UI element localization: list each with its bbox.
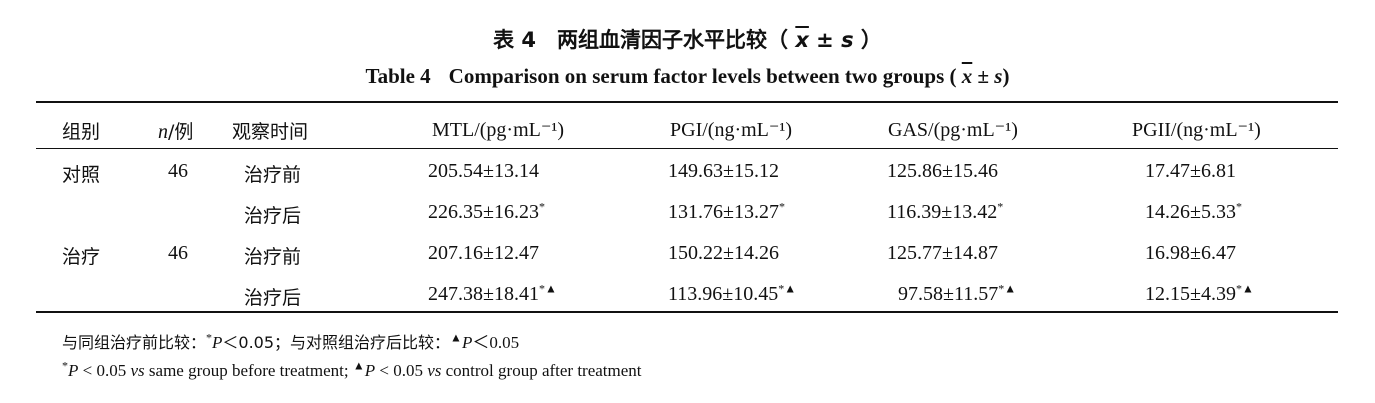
title-en-number: Table 4 <box>365 64 431 88</box>
footnote-en: *P < 0.05 vs same group before treatment… <box>62 358 642 381</box>
row1-pgii-value: 17.47±6.81 <box>1145 160 1236 182</box>
footnote-en-d: control group after treatment <box>441 361 642 380</box>
row1-group: 对照 <box>62 164 101 186</box>
row4-pgii-mark: *▲ <box>1235 281 1254 296</box>
row3-mtl-value: 207.16±12.47 <box>428 242 539 264</box>
footnote-en-p1: P <box>68 361 79 380</box>
row4-mtl-value: 247.38±18.41 <box>428 283 539 305</box>
row3-pgii-value: 16.98±6.47 <box>1145 242 1236 264</box>
row4-pgi: 113.96±10.45*▲ <box>668 281 797 306</box>
row3-mtl: 207.16±12.47 <box>428 242 539 265</box>
row2-pgi-mark: * <box>778 199 785 214</box>
row2-time: 治疗后 <box>244 205 302 227</box>
row3-n: 46 <box>168 242 188 264</box>
table-title-cn: 表 4 两组血清因子水平比较（ x ± s ） <box>0 24 1375 54</box>
row4-pgi-value: 113.96±10.45 <box>668 283 779 305</box>
title-en-text: Comparison on serum factor levels betwee… <box>448 64 957 88</box>
row2-mtl-mark: * <box>538 199 545 214</box>
row3-pgi: 150.22±14.26 <box>668 242 779 265</box>
row4-gas: 97.58±11.57*▲ <box>898 281 1017 306</box>
table-top-rule <box>36 101 1338 103</box>
footnote-en-vs2: vs <box>427 361 442 380</box>
footnote-cn-b: ＜0.05；与对照组治疗后比较： <box>222 333 451 352</box>
row1-time: 治疗前 <box>244 164 302 186</box>
row3-pgii: 16.98±6.47 <box>1145 242 1236 265</box>
header-pgii: PGII/(ng·mL⁻¹) <box>1132 119 1261 141</box>
header-pgi: PGI/(ng·mL⁻¹) <box>670 119 793 141</box>
title-en-pm-s: ± s <box>972 64 1003 88</box>
row2-pgi-value: 131.76±13.27 <box>668 201 779 223</box>
title-cn-close: ） <box>860 28 882 52</box>
row1-pgi-value: 149.63±15.12 <box>668 160 779 182</box>
row4-pgii: 12.15±4.39*▲ <box>1145 281 1254 306</box>
footnote-cn-a: 与同组治疗前比较： <box>62 333 207 352</box>
row4-gas-mark: *▲ <box>998 281 1017 296</box>
header-gas: GAS/(pg·mL⁻¹) <box>888 119 1018 141</box>
row1-n: 46 <box>168 160 188 182</box>
row4-pgii-value: 12.15±4.39 <box>1145 283 1236 305</box>
header-time: 观察时间 <box>232 121 309 143</box>
title-en-xbar: x <box>961 64 973 88</box>
row2-gas-value: 116.39±13.42 <box>887 201 998 223</box>
footnote-en-c: < 0.05 <box>375 361 428 380</box>
row1-mtl-value: 205.54±13.14 <box>428 160 539 182</box>
footnote-cn-c: ＜0.05 <box>472 333 520 352</box>
footnote-en-star: * <box>62 358 68 373</box>
row2-gas: 116.39±13.42* <box>887 199 1004 224</box>
header-n-rest: /例 <box>168 121 194 143</box>
title-cn-xbar: x <box>795 28 809 52</box>
header-n-italic: n <box>158 121 168 143</box>
table-bottom-rule <box>36 311 1338 313</box>
footnote-cn-triangle: ▲ <box>450 330 462 345</box>
row4-mtl: 247.38±18.41*▲ <box>428 281 557 306</box>
table-header-rule <box>36 148 1338 149</box>
row2-mtl: 226.35±16.23* <box>428 199 545 224</box>
footnote-cn: 与同组治疗前比较：*P＜0.05；与对照组治疗后比较：▲P＜0.05 <box>62 328 519 353</box>
row2-mtl-value: 226.35±16.23 <box>428 201 539 223</box>
footnote-en-triangle: ▲ <box>352 358 365 373</box>
header-mtl: MTL/(pg·mL⁻¹) <box>432 119 565 141</box>
row1-pgi: 149.63±15.12 <box>668 160 779 183</box>
header-group: 组别 <box>62 121 101 143</box>
row3-gas-value: 125.77±14.87 <box>887 242 998 264</box>
row2-pgii-value: 14.26±5.33 <box>1145 201 1236 223</box>
row1-gas: 125.86±15.46 <box>887 160 998 183</box>
footnote-en-b: same group before treatment; <box>144 361 353 380</box>
row2-gas-mark: * <box>997 199 1004 214</box>
footnote-en-p2: P <box>364 361 376 380</box>
title-cn-text: 表 4 两组血清因子水平比较（ <box>493 28 789 52</box>
row4-gas-value: 97.58±11.57 <box>898 283 999 305</box>
footnote-en-vs1: vs <box>130 361 145 380</box>
row4-mtl-mark: *▲ <box>538 281 557 296</box>
row2-pgii-mark: * <box>1235 199 1242 214</box>
title-en-close: ) <box>1002 64 1010 88</box>
row1-pgii: 17.47±6.81 <box>1145 160 1236 183</box>
title-cn-pm-s: ± s <box>808 28 854 52</box>
footnote-cn-p2: P <box>461 333 473 352</box>
footnote-cn-p1: P <box>212 333 223 352</box>
header-n: n/例 <box>158 117 193 144</box>
footnote-cn-star: * <box>206 330 213 345</box>
row1-mtl: 205.54±13.14 <box>428 160 539 183</box>
table-title-en: Table 4 Comparison on serum factor levels… <box>0 64 1375 89</box>
row3-pgi-value: 150.22±14.26 <box>668 242 779 264</box>
row3-time: 治疗前 <box>244 246 302 268</box>
footnote-en-a: < 0.05 <box>78 361 131 380</box>
row3-gas: 125.77±14.87 <box>887 242 998 265</box>
row2-pgi: 131.76±13.27* <box>668 199 785 224</box>
row4-time: 治疗后 <box>244 287 302 309</box>
row3-group: 治疗 <box>62 246 101 268</box>
row4-pgi-mark: *▲ <box>778 281 797 296</box>
row1-gas-value: 125.86±15.46 <box>887 160 998 182</box>
row2-pgii: 14.26±5.33* <box>1145 199 1242 224</box>
